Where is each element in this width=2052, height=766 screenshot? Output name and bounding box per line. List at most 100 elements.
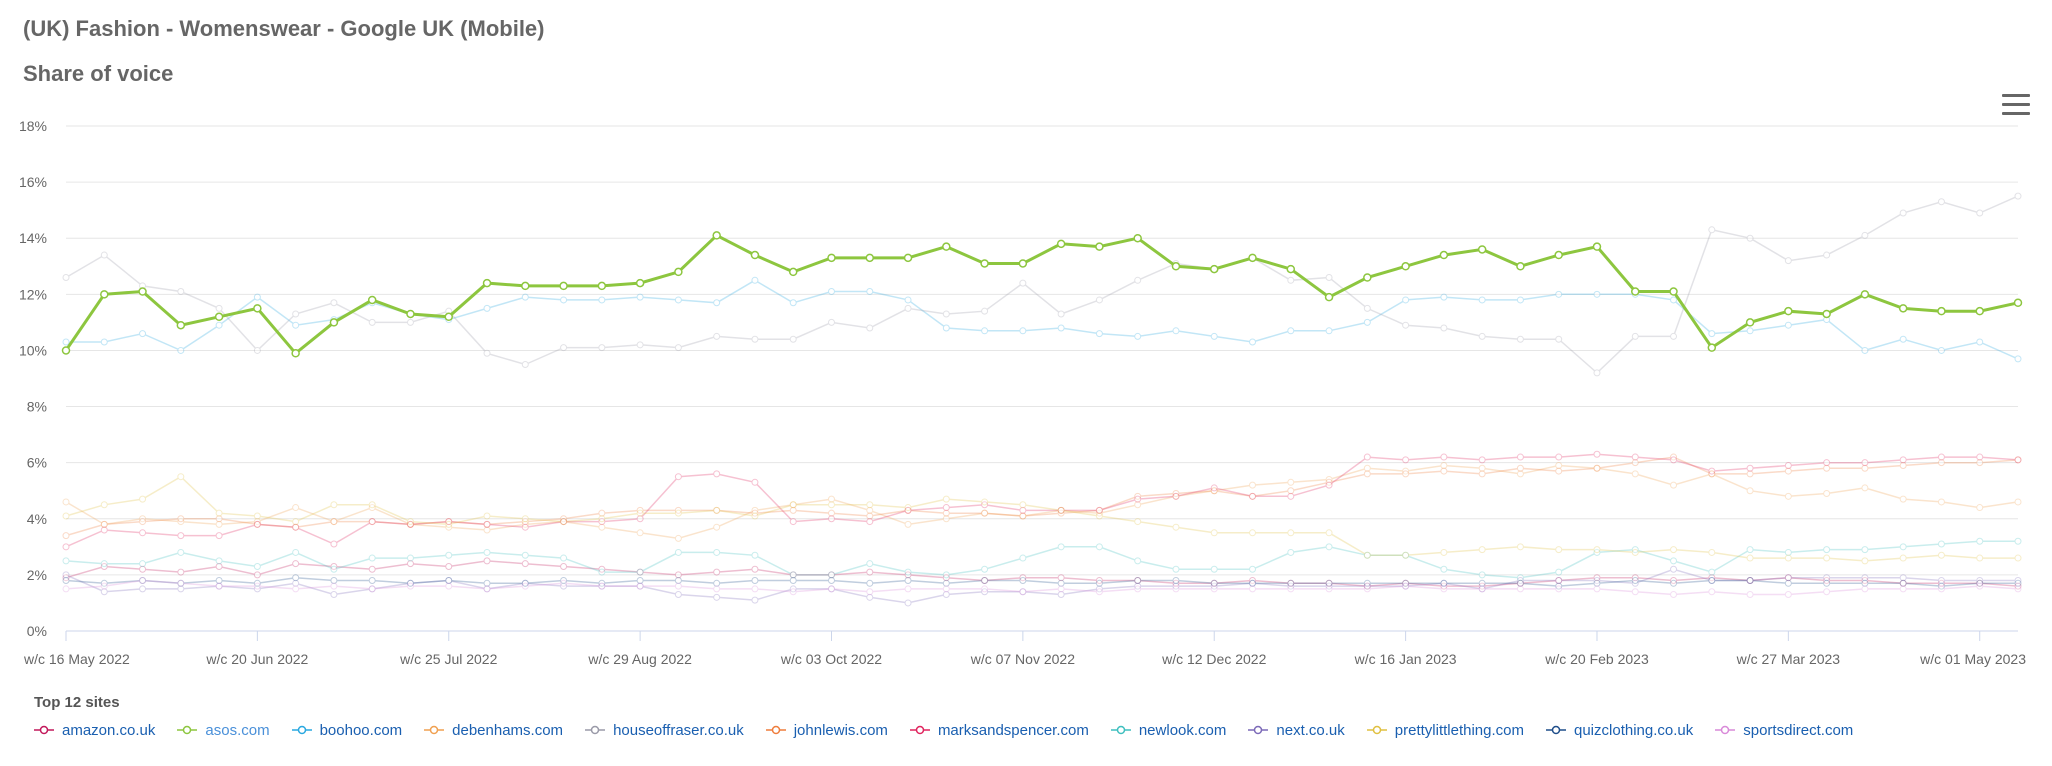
data-point xyxy=(215,520,223,528)
data-point xyxy=(1976,582,1984,590)
legend-item-newlook-com[interactable]: newlook.com xyxy=(1110,722,1226,739)
data-point xyxy=(1861,585,1869,593)
data-point xyxy=(1402,579,1410,587)
data-point xyxy=(1402,551,1410,559)
data-point xyxy=(1172,577,1180,584)
data-point xyxy=(445,577,453,584)
legend-item-next-co-uk[interactable]: next.co.uk xyxy=(1248,722,1345,739)
data-point xyxy=(1440,582,1448,590)
legend-item-sportsdirect-com[interactable]: sportsdirect.com xyxy=(1715,722,1853,739)
data-point xyxy=(1670,579,1678,587)
legend-item-boohoo-com[interactable]: boohoo.com xyxy=(291,722,402,739)
data-point xyxy=(1440,324,1448,332)
data-point xyxy=(100,579,108,587)
data-point xyxy=(981,509,989,517)
data-point xyxy=(713,593,721,601)
legend-item-marksandspencer-com[interactable]: marksandspencer.com xyxy=(909,721,1089,739)
data-point xyxy=(521,281,530,291)
data-point xyxy=(445,577,453,584)
data-point xyxy=(904,520,912,528)
legend-item-asos-com[interactable]: asos.com xyxy=(177,722,270,739)
data-point xyxy=(1899,554,1907,562)
data-point xyxy=(1402,582,1410,590)
data-point xyxy=(1478,585,1486,593)
data-point xyxy=(330,501,338,509)
data-point xyxy=(1784,492,1792,500)
data-point xyxy=(62,532,70,540)
legend-item-johnlewis-com[interactable]: johnlewis.com xyxy=(765,722,888,739)
data-point xyxy=(1937,577,1945,584)
data-point xyxy=(981,585,989,593)
data-point xyxy=(713,548,721,556)
data-point xyxy=(1823,588,1831,596)
legend-item-debenhams-com[interactable]: debenhams.com xyxy=(424,722,563,739)
data-point xyxy=(981,498,989,506)
legend-item-houseoffraser-co-uk[interactable]: houseoffraser.co.uk xyxy=(585,722,744,739)
data-point xyxy=(292,574,300,582)
data-point xyxy=(866,588,874,596)
data-point xyxy=(1019,512,1027,520)
data-point xyxy=(1593,579,1601,587)
data-point xyxy=(1516,585,1524,593)
data-point xyxy=(560,518,568,526)
data-point xyxy=(292,523,300,531)
data-point xyxy=(406,554,414,562)
data-point xyxy=(1402,551,1410,559)
data-point xyxy=(253,293,261,301)
hamburger-icon[interactable] xyxy=(2002,94,2030,118)
data-point xyxy=(139,330,147,338)
data-point xyxy=(1363,579,1371,587)
data-point xyxy=(291,349,300,358)
chart-subtitle: Share of voice xyxy=(23,61,174,86)
legend-label: marksandspencer.com xyxy=(937,721,1089,739)
data-point xyxy=(1019,577,1027,584)
data-point xyxy=(636,515,644,523)
data-point xyxy=(751,551,759,559)
series-boohoo-com xyxy=(62,276,2022,363)
data-point xyxy=(751,596,759,604)
data-point xyxy=(1363,582,1371,590)
data-point xyxy=(1172,327,1180,335)
data-point xyxy=(1402,579,1410,587)
data-point xyxy=(1095,577,1103,584)
data-point xyxy=(1899,579,1907,587)
legend-swatch-icon xyxy=(177,725,198,735)
data-point xyxy=(100,338,108,346)
data-point xyxy=(1057,574,1065,582)
data-point xyxy=(253,518,261,526)
data-point xyxy=(713,523,721,531)
legend-item-amazon-co-uk[interactable]: amazon.co.uk xyxy=(34,722,155,739)
data-point xyxy=(636,341,644,349)
data-point xyxy=(2014,579,2022,587)
data-point xyxy=(1823,464,1831,472)
data-point xyxy=(1134,577,1142,584)
legend-item-quizclothing-co-uk[interactable]: quizclothing.co.uk xyxy=(1546,722,1693,739)
data-point xyxy=(827,585,835,593)
data-point xyxy=(1899,335,1907,343)
data-point xyxy=(1440,585,1448,593)
y-axis: 0% 2% 4% 6% 8% 10% 12% 14% 16% 18% xyxy=(19,118,47,639)
data-point xyxy=(1899,579,1907,587)
data-point xyxy=(789,518,797,526)
data-point xyxy=(62,557,70,565)
data-point xyxy=(1516,470,1524,478)
data-point xyxy=(292,560,300,568)
series-johnlewis-com xyxy=(62,453,2022,540)
data-point xyxy=(2014,585,2022,593)
data-point xyxy=(1248,253,1257,263)
data-point xyxy=(1937,579,1945,587)
data-point xyxy=(139,560,147,568)
legend-item-prettylittlething-com[interactable]: prettylittlething.com xyxy=(1366,722,1524,739)
data-point xyxy=(406,318,414,326)
data-point xyxy=(1019,506,1027,514)
data-point xyxy=(942,574,950,582)
data-point xyxy=(866,568,874,576)
legend-swatch-icon xyxy=(1546,725,1566,735)
data-point xyxy=(866,518,874,526)
data-point xyxy=(1593,464,1601,472)
x-tick-label: w/c 16 Jan 2023 xyxy=(1354,651,1457,667)
data-point xyxy=(483,349,491,357)
data-point xyxy=(1171,262,1181,271)
data-point xyxy=(1899,209,1907,217)
data-point xyxy=(674,344,682,352)
